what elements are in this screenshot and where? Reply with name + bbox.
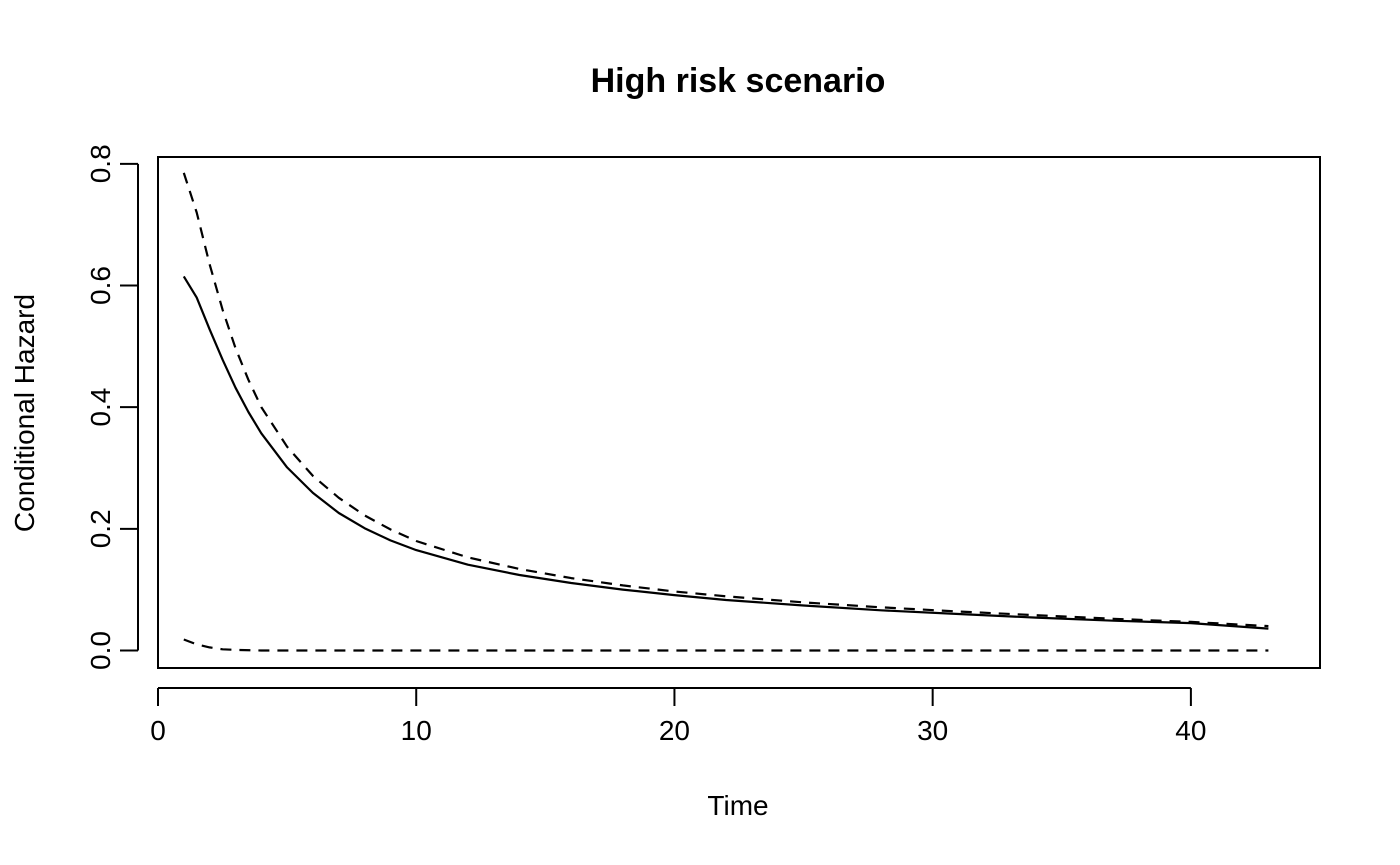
y-tick-label: 0.0 xyxy=(85,631,116,670)
x-tick-label: 0 xyxy=(150,715,166,746)
series-line-3 xyxy=(183,638,1269,652)
y-tick-label: 0.6 xyxy=(85,266,116,305)
x-axis: 0 10 20 30 40 xyxy=(150,687,1206,746)
x-tick-label: 20 xyxy=(659,715,690,746)
chart-title: High risk scenario xyxy=(591,62,886,100)
x-tick-label: 30 xyxy=(917,715,948,746)
y-tick-label: 0.4 xyxy=(85,388,116,427)
y-axis: 0.0 0.2 0.4 0.6 0.8 xyxy=(85,144,139,670)
x-tick-label: 10 xyxy=(401,715,432,746)
series-layer xyxy=(182,172,1269,652)
series-line-2 xyxy=(182,172,1269,628)
x-tick-label: 40 xyxy=(1175,715,1206,746)
y-tick-label: 0.8 xyxy=(85,144,116,183)
x-axis-label: Time xyxy=(707,790,768,821)
series-line-1 xyxy=(182,275,1269,630)
plot-frame xyxy=(157,156,1321,669)
y-tick-label: 0.2 xyxy=(85,509,116,548)
y-axis-label: Conditional Hazard xyxy=(9,294,40,532)
